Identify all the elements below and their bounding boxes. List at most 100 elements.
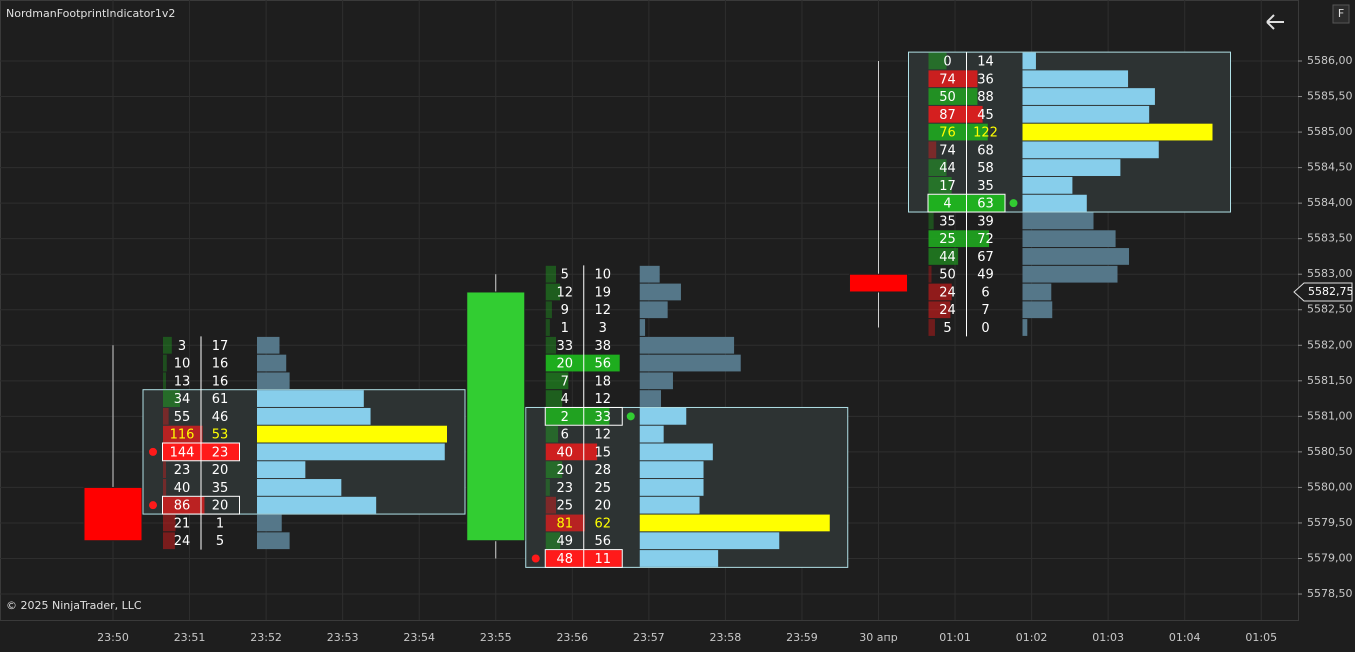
volume-bar <box>1022 141 1159 159</box>
delta-cell <box>545 407 610 425</box>
bid-volume: 13 <box>174 374 191 389</box>
volume-bar <box>257 336 280 354</box>
candle-body <box>466 291 526 542</box>
delta-cell <box>545 532 561 550</box>
bid-volume: 25 <box>556 499 573 514</box>
bid-volume: 3 <box>178 339 186 354</box>
volume-bar <box>1022 194 1087 212</box>
volume-bar <box>257 461 306 479</box>
volume-bar <box>639 354 741 372</box>
ask-volume: 23 <box>212 445 229 460</box>
volume-bar <box>1022 176 1073 194</box>
ask-volume: 56 <box>594 534 611 549</box>
bid-volume: 23 <box>556 481 573 496</box>
volume-bar <box>257 496 377 514</box>
y-tick-label: 5584,50 <box>1307 161 1353 174</box>
signal-dot <box>149 447 157 456</box>
volume-bar <box>639 443 713 461</box>
x-tick-label: 23:55 <box>480 631 512 644</box>
bid-volume: 86 <box>174 499 191 514</box>
bid-volume: 17 <box>939 179 956 194</box>
delta-cell <box>928 105 983 123</box>
delta-cell <box>545 390 563 407</box>
volume-bar <box>639 372 673 390</box>
delta-cell <box>545 354 620 372</box>
ask-volume: 0 <box>981 321 989 336</box>
bid-volume: 34 <box>174 392 191 407</box>
bid-volume: 23 <box>174 463 191 478</box>
delta-cell <box>163 514 176 532</box>
bid-volume: 25 <box>939 232 956 247</box>
y-tick-label: 5579,50 <box>1307 516 1353 529</box>
delta-cell <box>928 176 952 194</box>
x-tick-label: 23:57 <box>633 631 665 644</box>
delta-cell <box>163 425 203 443</box>
bid-volume: 144 <box>170 445 195 460</box>
volume-bar <box>1022 283 1052 301</box>
bid-volume: 9 <box>561 303 569 318</box>
x-tick-label: 01:01 <box>939 631 971 644</box>
ask-volume: 63 <box>977 197 994 212</box>
x-tick-label: 23:51 <box>174 631 206 644</box>
bid-volume: 35 <box>939 214 956 229</box>
delta-cell <box>545 372 569 390</box>
y-tick-label: 5582,50 <box>1307 303 1353 316</box>
x-tick-label: 01:05 <box>1245 631 1277 644</box>
volume-bar <box>257 372 290 390</box>
f-button-label[interactable]: F <box>1338 7 1344 20</box>
ask-volume: 38 <box>594 339 611 354</box>
ask-volume: 68 <box>977 143 994 158</box>
y-tick-label: 5580,50 <box>1307 445 1353 458</box>
volume-bar <box>1022 123 1213 141</box>
y-tick-label: 5578,50 <box>1307 587 1353 600</box>
bid-volume: 116 <box>170 428 195 443</box>
f-button[interactable] <box>1332 4 1350 24</box>
x-tick-label: 23:58 <box>710 631 742 644</box>
volume-bar <box>639 425 664 443</box>
y-tick-label: 5583,00 <box>1307 267 1353 280</box>
y-tick-label: 5579,00 <box>1307 551 1353 564</box>
ask-volume: 61 <box>212 392 229 407</box>
ask-volume: 5 <box>216 534 224 549</box>
x-tick-label: 01:02 <box>1016 631 1048 644</box>
ask-volume: 58 <box>977 161 994 176</box>
y-tick-label: 5585,00 <box>1307 125 1353 138</box>
ask-volume: 35 <box>212 481 229 496</box>
bid-volume: 55 <box>174 410 191 425</box>
y-tick-label: 5586,00 <box>1307 54 1353 67</box>
delta-cell <box>163 390 180 407</box>
volume-bar <box>639 283 681 301</box>
delta-cell <box>545 336 557 354</box>
ask-volume: 39 <box>977 214 994 229</box>
bid-volume: 49 <box>556 534 573 549</box>
delta-cell <box>545 479 550 496</box>
volume-bar <box>257 532 290 550</box>
ask-volume: 35 <box>977 179 994 194</box>
ask-volume: 7 <box>981 303 989 318</box>
ask-volume: 3 <box>599 321 607 336</box>
delta-cell <box>163 461 166 479</box>
volume-bar <box>1022 159 1121 176</box>
volume-bar <box>1022 301 1053 319</box>
volume-bar <box>1022 88 1155 105</box>
ask-volume: 62 <box>594 516 611 531</box>
volume-bar <box>257 479 342 496</box>
ask-volume: 14 <box>977 54 994 69</box>
volume-bar <box>639 265 660 283</box>
bid-volume: 76 <box>939 126 956 141</box>
ask-volume: 20 <box>594 499 611 514</box>
y-tick-label: 5584,00 <box>1307 196 1353 209</box>
ask-volume: 45 <box>977 108 994 123</box>
back-arrow[interactable] <box>1266 14 1284 30</box>
x-tick-label: 23:54 <box>403 631 435 644</box>
ask-volume: 49 <box>977 268 994 283</box>
bid-volume: 50 <box>939 90 956 105</box>
delta-cell <box>545 496 557 514</box>
delta-cell <box>928 265 932 283</box>
volume-bar <box>1022 105 1150 123</box>
bid-volume: 4 <box>943 197 951 212</box>
delta-cell <box>928 319 935 336</box>
volume-bar <box>257 354 287 372</box>
back-arrow-icon[interactable] <box>1266 14 1284 30</box>
delta-cell <box>545 425 559 443</box>
